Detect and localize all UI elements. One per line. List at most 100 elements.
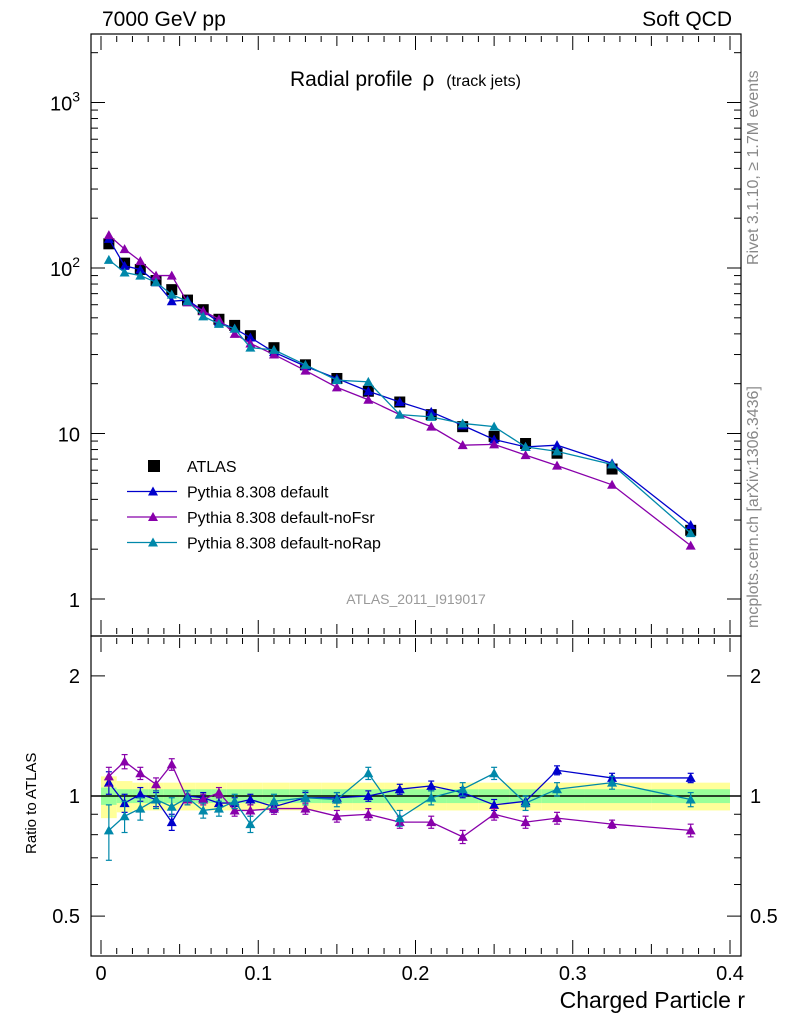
legend-marker-triangle <box>148 537 158 547</box>
ratio-point-triangle <box>245 794 256 804</box>
ratio-y-tick-label-right: 2 <box>750 666 761 688</box>
ratio-point-triangle <box>300 792 311 802</box>
ratio-y-tick-label-right: 0.5 <box>750 906 778 928</box>
ratio-point-triangle <box>685 825 696 835</box>
x-tick-label: 0.3 <box>559 963 587 985</box>
ratio-point-triangle <box>426 792 437 802</box>
legend: ATLAS Pythia 8.308 default Pythia 8.308 de… <box>127 459 381 553</box>
ratio-y-tick-label: 1 <box>69 786 80 808</box>
data-point-triangle <box>489 439 500 449</box>
data-point-triangle <box>213 314 224 324</box>
data-point-triangle <box>135 264 146 274</box>
data-point-square <box>166 284 178 296</box>
ratio-point-triangle <box>198 794 209 804</box>
data-point-triangle <box>198 305 209 315</box>
data-point-triangle <box>245 342 256 352</box>
legend-label: Pythia 8.308 default-noFsr <box>187 510 375 527</box>
data-point-triangle <box>166 296 177 306</box>
data-point-triangle <box>363 376 374 386</box>
data-point-triangle <box>229 323 240 333</box>
data-point-triangle <box>457 418 468 428</box>
ratio-y-tick-label: 2 <box>69 666 80 688</box>
series-line <box>108 234 692 547</box>
rivet-version-label: Rivet 3.1.10, ≥ 1.7M events <box>745 70 762 265</box>
data-point-triangle <box>245 332 256 342</box>
data-point-triangle <box>520 450 531 460</box>
y-tick-label: 10 <box>58 425 80 447</box>
plot-title: Radial profile ρ (track jets) <box>290 68 521 91</box>
process-label: Soft QCD <box>642 8 732 31</box>
ratio-point-triangle <box>607 819 618 829</box>
ratio-point-triangle <box>135 789 146 799</box>
mcplots-reference-label: mcplots.cern.ch [arXiv:1306.3436] <box>745 386 762 628</box>
data-point-triangle <box>213 318 224 328</box>
legend-label: Pythia 8.308 default-noRap <box>187 536 381 553</box>
data-point-triangle <box>166 270 177 280</box>
x-tick-label: 0.4 <box>716 963 744 985</box>
data-point-triangle <box>552 460 563 470</box>
ratio-series-line <box>108 772 691 831</box>
data-point-triangle <box>489 434 500 444</box>
ratio-point-triangle <box>685 772 696 782</box>
data-point-triangle <box>119 260 130 270</box>
ratio-point-triangle <box>607 777 618 787</box>
ratio-point-triangle <box>331 794 342 804</box>
x-axis-label: Charged Particle r <box>560 987 746 1013</box>
ratio-point-triangle <box>151 779 162 789</box>
ratio-point-triangle <box>166 817 177 827</box>
ratio-point-triangle <box>520 817 531 827</box>
ratio-point-triangle <box>457 784 468 794</box>
data-point-triangle <box>685 519 696 529</box>
ratio-point-triangle <box>119 811 130 821</box>
ratio-point-triangle <box>103 825 114 835</box>
ratio-point-triangle <box>685 794 696 804</box>
ratio-point-triangle <box>135 768 146 778</box>
ratio-point-triangle <box>552 813 563 823</box>
data-point-triangle <box>685 540 696 550</box>
y-tick-label: 102 <box>50 254 80 281</box>
data-point-triangle <box>426 411 437 421</box>
ratio-point-triangle <box>457 831 468 841</box>
ratio-series-line <box>108 760 691 838</box>
ratio-point-triangle <box>363 768 374 778</box>
data-point-triangle <box>166 289 177 299</box>
series-line <box>108 238 692 526</box>
data-point-triangle <box>182 296 193 306</box>
ratio-point-triangle <box>489 768 500 778</box>
data-point-triangle <box>135 256 146 266</box>
x-tick-label: 0.1 <box>244 963 272 985</box>
ratio-point-triangle <box>198 805 209 815</box>
data-point-triangle <box>103 230 114 240</box>
y-tick-label: 1 <box>69 590 80 612</box>
ratio-point-triangle <box>426 780 437 790</box>
ratio-point-triangle <box>213 803 224 813</box>
data-point-square <box>103 238 115 250</box>
energy-label: 7000 GeV pp <box>102 8 226 31</box>
ratio-point-triangle <box>245 805 256 815</box>
x-tick-label: 0 <box>95 963 106 985</box>
legend-label: Pythia 8.308 default <box>187 485 329 502</box>
data-point-triangle <box>489 421 500 431</box>
series-line <box>108 259 692 534</box>
ratio-point-triangle <box>151 794 162 804</box>
data-point-triangle <box>426 406 437 416</box>
ratio-point-triangle <box>552 765 563 775</box>
ratio-point-triangle <box>363 791 374 800</box>
ratio-y-tick-label-right: 1 <box>750 786 761 808</box>
x-tick-label: 0.2 <box>402 963 430 985</box>
data-point-triangle <box>268 349 279 359</box>
data-point-triangle <box>685 528 696 538</box>
ratio-point-triangle <box>331 811 342 821</box>
legend-marker-triangle <box>148 512 158 521</box>
data-point-triangle <box>103 254 114 264</box>
y-axis-label-ratio: Ratio to ATLAS <box>23 753 40 854</box>
data-point-triangle <box>331 382 342 392</box>
ratio-point-triangle <box>394 813 405 823</box>
data-point-triangle <box>607 459 618 469</box>
data-point-triangle <box>331 375 342 385</box>
ratio-point-triangle <box>245 819 256 829</box>
ratio-point-triangle <box>426 817 437 827</box>
y-tick-label: 103 <box>50 89 80 116</box>
ratio-point-triangle <box>182 792 193 802</box>
data-point-triangle <box>363 386 374 396</box>
